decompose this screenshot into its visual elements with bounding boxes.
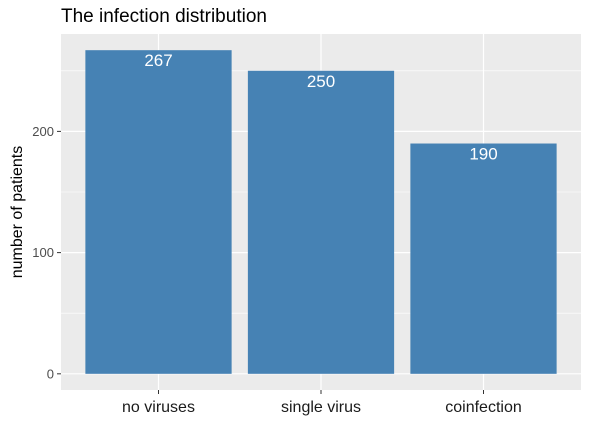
y-tick-label: 200 (32, 124, 54, 139)
chart-title: The infection distribution (61, 6, 267, 27)
x-tick-label: no viruses (122, 399, 195, 416)
bar-value-label: 250 (307, 72, 335, 91)
y-tick-label: 0 (47, 366, 54, 381)
x-tick-label: coinfection (445, 399, 522, 416)
bar (410, 143, 557, 374)
bar (247, 70, 395, 374)
bar-value-label: 190 (469, 145, 497, 164)
bars-layer: 267 250 190 (85, 50, 557, 374)
y-tick-label: 100 (32, 245, 54, 260)
bar (85, 50, 232, 374)
x-tick-label: single virus (281, 399, 361, 416)
ticks-layer: 0 100 200 no viruses single virus coinfection (32, 124, 521, 416)
y-axis-title: number of patients (9, 146, 26, 279)
bar-value-label: 267 (144, 51, 172, 70)
